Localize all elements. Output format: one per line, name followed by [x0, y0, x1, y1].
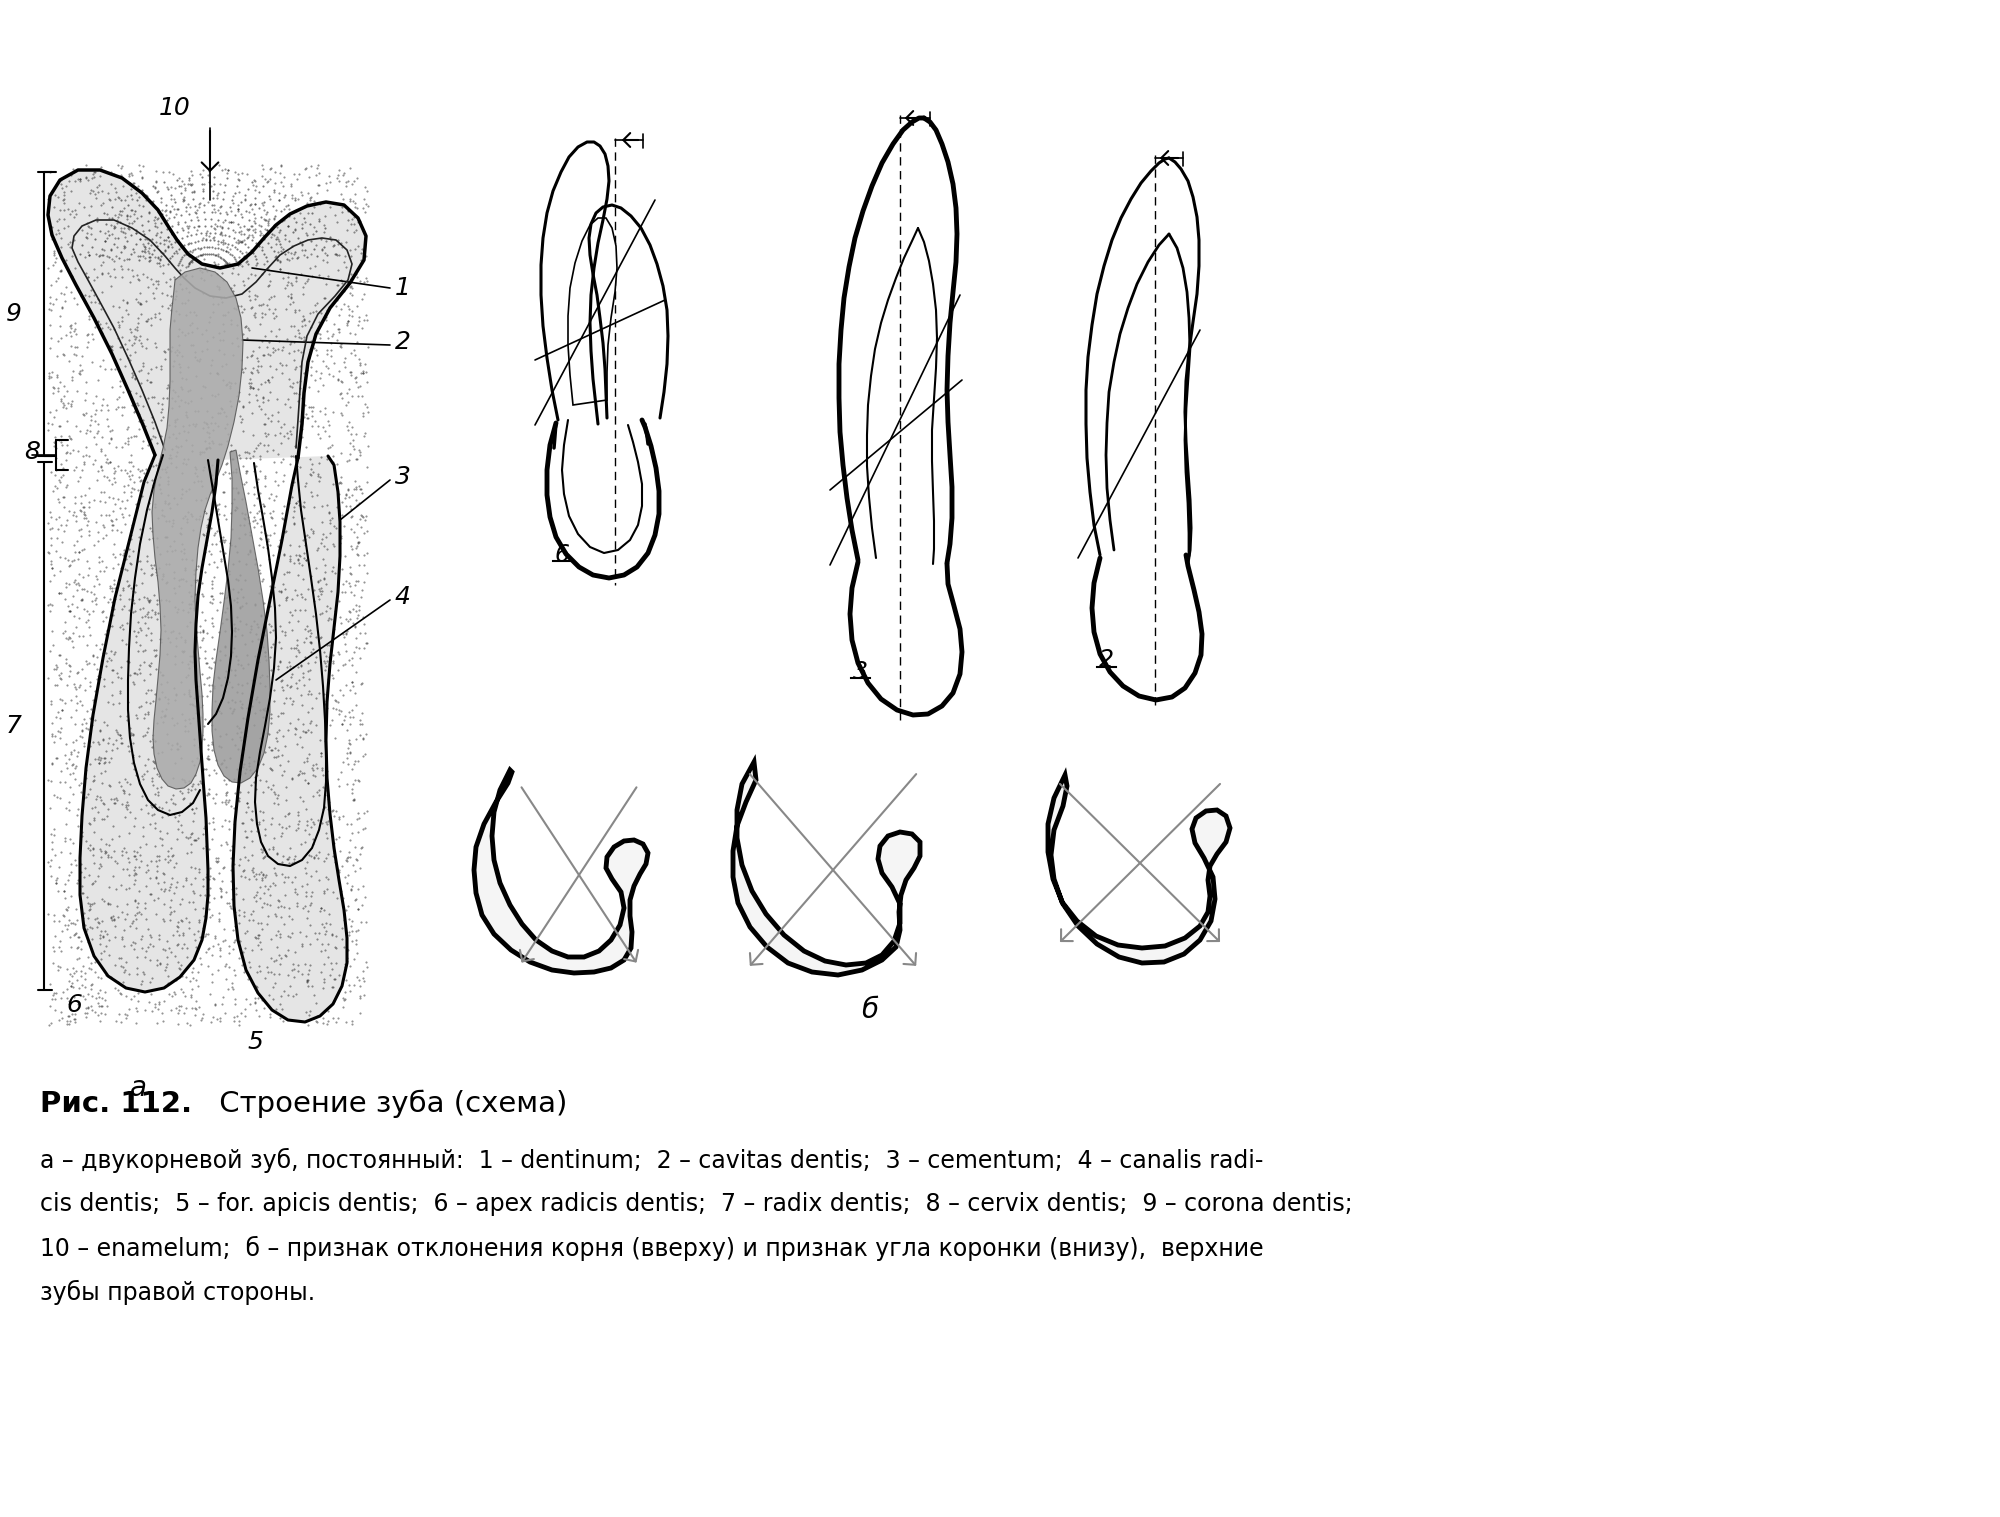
Text: 6: 6 [554, 543, 570, 567]
Text: 2: 2 [1098, 648, 1114, 672]
Polygon shape [1048, 775, 1230, 963]
Text: 8: 8 [24, 440, 40, 464]
Text: 9: 9 [6, 302, 22, 326]
Text: Рис. 112.: Рис. 112. [40, 1091, 192, 1118]
Text: cis dentis;  5 – for. apicis dentis;  6 – apex radicis dentis;  7 – radix dentis: cis dentis; 5 – for. apicis dentis; 6 – … [40, 1192, 1352, 1217]
Polygon shape [474, 771, 648, 972]
Text: 6: 6 [66, 994, 82, 1016]
Text: 10 – enamelum;  б – признак отклонения корня (вверху) и признак угла коронки (вн: 10 – enamelum; б – признак отклонения ко… [40, 1236, 1264, 1261]
Text: 4: 4 [396, 586, 410, 608]
Polygon shape [152, 269, 244, 789]
Text: 3: 3 [852, 660, 868, 684]
Text: зубы правой стороны.: зубы правой стороны. [40, 1280, 316, 1305]
Text: 2: 2 [396, 331, 410, 353]
Text: 10: 10 [160, 96, 190, 120]
Text: 5: 5 [248, 1030, 262, 1054]
Polygon shape [568, 218, 616, 405]
Text: а: а [130, 1074, 146, 1101]
Text: 3: 3 [396, 466, 410, 488]
Text: 7: 7 [6, 715, 22, 737]
Text: а – двукорневой зуб, постоянный:  1 – dentinum;  2 – cavitas dentis;  3 – cement: а – двукорневой зуб, постоянный: 1 – den… [40, 1148, 1264, 1173]
Text: б: б [862, 997, 878, 1024]
Text: 1: 1 [396, 276, 410, 300]
Text: Строение зуба (схема): Строение зуба (схема) [210, 1091, 568, 1118]
Polygon shape [212, 451, 270, 783]
Polygon shape [48, 170, 366, 1022]
Polygon shape [732, 762, 920, 975]
